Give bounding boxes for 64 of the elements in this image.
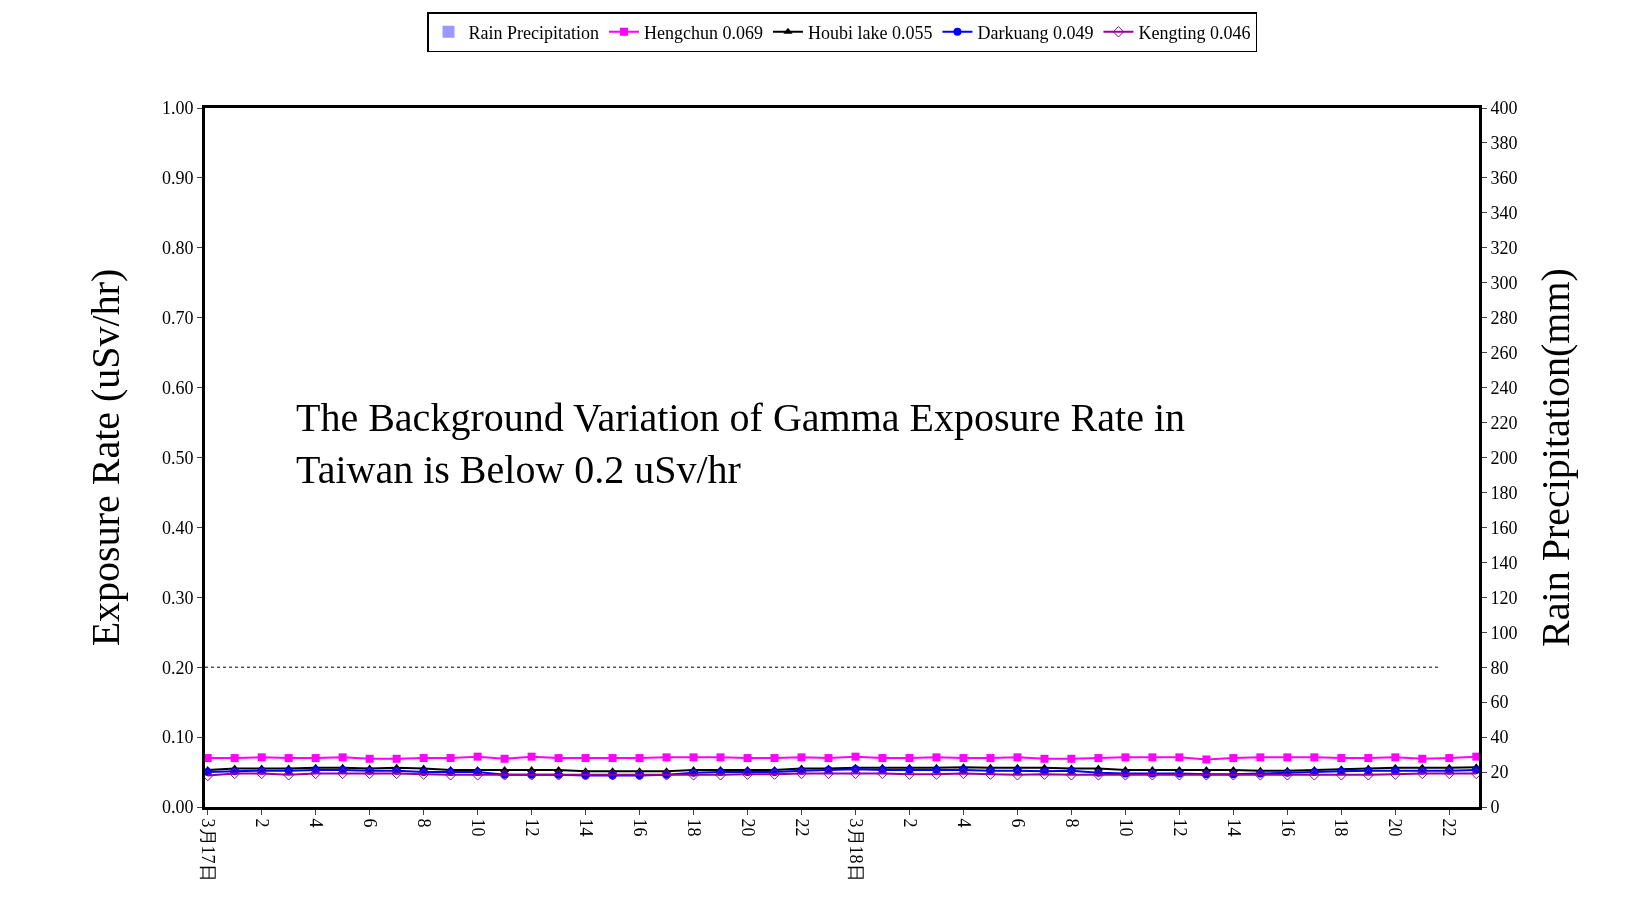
legend-label: Rain Precipitation: [468, 22, 599, 43]
y2-tick-label: 40: [1490, 727, 1509, 748]
y-tick-label: 0.60: [161, 377, 194, 398]
x-tick-label: 22: [791, 818, 812, 837]
x-tick-label: 12: [521, 818, 542, 837]
x-tick-label: 18: [683, 818, 704, 837]
y2-tick-label: 400: [1490, 98, 1518, 119]
y2-tick-label: 160: [1490, 517, 1518, 538]
y-tick-label: 0.10: [161, 727, 194, 748]
y2-tick-label: 240: [1490, 377, 1518, 398]
y2-tick-label: 220: [1490, 412, 1518, 433]
legend-label: Kengting 0.046: [1138, 22, 1251, 43]
x-tick-label: 12: [1169, 818, 1190, 837]
y-tick-label: 0.20: [161, 657, 194, 678]
y-tick-label: 0.50: [161, 447, 194, 468]
x-tick-label: 8: [1061, 818, 1082, 828]
y2-tick-label: 120: [1490, 587, 1518, 608]
x-tick-label: 14: [1223, 818, 1244, 837]
y2-tick-label: 300: [1490, 273, 1518, 294]
x-tick-label: 2: [251, 818, 272, 828]
x-tick-label: 3月17日: [197, 818, 218, 882]
y-axis-title: Exposure Rate (uSv/hr): [83, 268, 129, 647]
y-tick-label: 0.00: [161, 797, 194, 818]
y2-axis-title: Rain Precipitation(mm): [1533, 268, 1579, 647]
y2-tick-label: 180: [1490, 482, 1518, 503]
y2-tick-label: 200: [1490, 447, 1518, 468]
y-tick-label: 0.80: [161, 238, 194, 259]
y2-tick-label: 340: [1490, 203, 1518, 224]
y-tick-label: 0.30: [161, 587, 194, 608]
x-tick-label: 3月18日: [845, 818, 866, 882]
x-tick-label: 20: [1385, 818, 1406, 837]
y-tick-label: 1.00: [161, 98, 194, 119]
x-tick-label: 8: [413, 818, 434, 828]
y2-tick-label: 0: [1490, 797, 1500, 818]
y2-tick-label: 260: [1490, 342, 1518, 363]
legend-label: Houbi lake 0.055: [807, 22, 933, 43]
x-tick-label: 4: [953, 818, 974, 828]
x-tick-label: 20: [737, 818, 758, 837]
y2-tick-label: 280: [1490, 308, 1518, 328]
y-tick-label: 0.90: [161, 168, 194, 189]
x-tick-label: 16: [1277, 818, 1298, 837]
annotation: The Background Variation of Gamma Exposure Rate in Taiwan is Below 0.2 uSv/hr: [296, 395, 1186, 492]
y2-tick-label: 140: [1490, 552, 1518, 573]
x-tick-label: 2: [899, 818, 920, 828]
x-tick-label: 10: [1115, 818, 1136, 837]
legend-label: Hengchun 0.069: [643, 22, 763, 43]
x-tick-label: 10: [467, 818, 488, 837]
y-tick-label: 0.70: [161, 308, 194, 328]
y2-tick-label: 360: [1490, 168, 1518, 189]
y2-tick-label: 80: [1490, 657, 1509, 678]
y2-tick-label: 380: [1490, 133, 1518, 154]
y2-tick-label: 100: [1490, 622, 1518, 643]
x-tick-label: 22: [1439, 818, 1460, 837]
y2-tick-label: 20: [1490, 762, 1509, 783]
legend-label: Darkuang 0.049: [977, 22, 1094, 43]
y2-tick-label: 60: [1490, 692, 1509, 713]
x-tick-label: 16: [629, 818, 650, 837]
x-tick-label: 4: [305, 818, 326, 828]
x-tick-label: 18: [1331, 818, 1352, 837]
x-tick-label: 14: [575, 818, 596, 837]
x-tick-label: 6: [359, 818, 380, 828]
x-tick-label: 6: [1007, 818, 1028, 828]
y-tick-label: 0.40: [161, 517, 194, 538]
y2-tick-label: 320: [1490, 238, 1518, 259]
